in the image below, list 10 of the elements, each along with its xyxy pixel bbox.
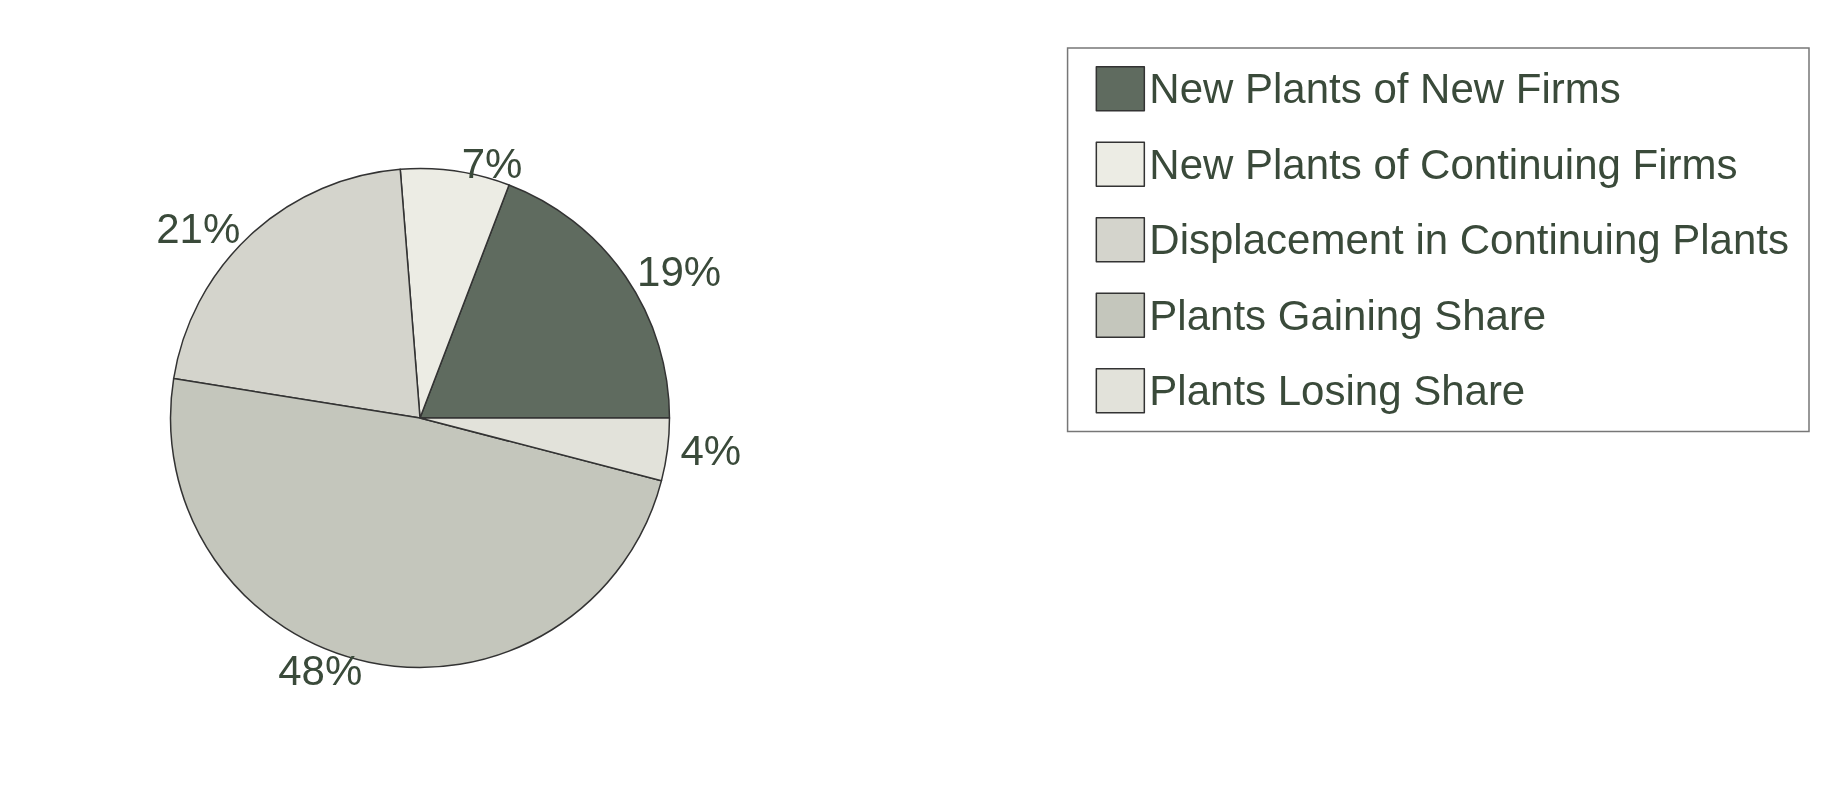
legend-label: Plants Gaining Share [1149,291,1547,339]
legend-label: Displacement in Continuing Plants [1149,216,1790,264]
data-label: 48% [278,646,363,694]
data-label: 21% [156,205,241,253]
legend-label: Plants Losing Share [1149,367,1526,415]
data-label: 4% [680,427,742,475]
data-label: 19% [637,248,722,296]
data-label: 7% [461,139,523,187]
legend-label: New Plants of New Firms [1149,65,1621,113]
legend-label: New Plants of Continuing Firms [1149,140,1738,188]
